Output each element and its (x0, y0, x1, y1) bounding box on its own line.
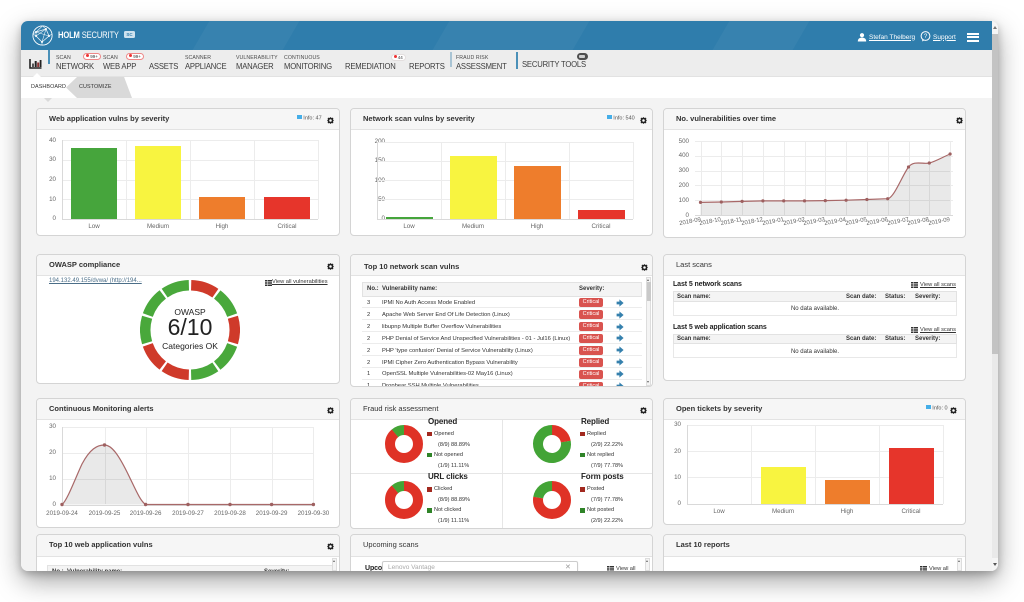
svg-text:?: ? (924, 34, 928, 40)
